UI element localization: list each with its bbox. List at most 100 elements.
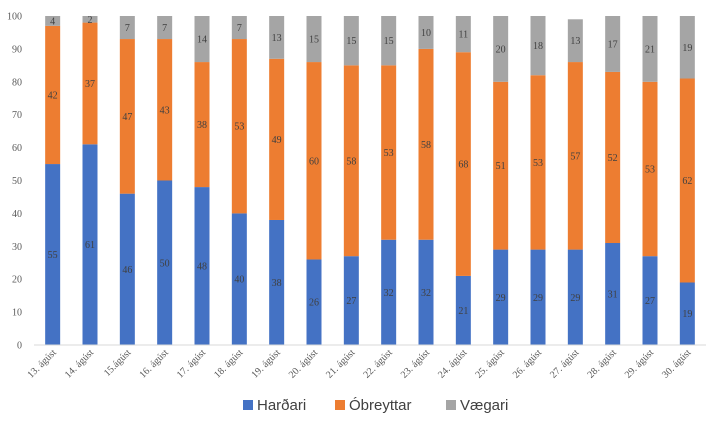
bar-segment-vaegari — [119, 16, 135, 40]
bar-segment-hardari — [119, 193, 135, 345]
x-category-label: 19. ágúst — [249, 347, 282, 380]
bar-segment-obreyttar — [679, 78, 695, 283]
y-tick-label: 40 — [12, 209, 22, 220]
bar-segment-vaegari — [157, 16, 173, 40]
data-label: 27 — [346, 296, 356, 307]
bar-segment-vaegari — [231, 16, 247, 40]
bar-segment-obreyttar — [455, 52, 471, 276]
bar-segment-hardari — [306, 259, 322, 345]
bar-segment-obreyttar — [119, 39, 135, 194]
bar-segment-obreyttar — [642, 81, 658, 257]
data-label: 62 — [682, 176, 692, 187]
bar-segment-hardari — [679, 282, 695, 345]
data-label: 29 — [570, 293, 580, 304]
bar-segment-obreyttar — [418, 48, 434, 240]
data-label: 58 — [421, 140, 431, 151]
bar-segment-vaegari — [269, 16, 285, 59]
data-label: 15 — [346, 36, 356, 47]
bar-segment-vaegari — [418, 16, 434, 49]
data-label: 48 — [197, 262, 207, 273]
y-tick-label: 100 — [7, 12, 22, 23]
data-label: 29 — [496, 293, 506, 304]
data-label: 13 — [570, 36, 580, 47]
data-label: 68 — [458, 160, 468, 171]
x-category-label: 27. ágúst — [548, 347, 581, 380]
data-label: 58 — [346, 156, 356, 167]
legend-label: Óbreyttar — [349, 397, 412, 414]
bar-segment-hardari — [605, 243, 621, 345]
data-label: 49 — [272, 135, 282, 146]
x-category-label: 20. ágúst — [287, 347, 320, 380]
bar-segment-vaegari — [306, 16, 322, 63]
x-category-label: 30. ágúst — [660, 347, 693, 380]
bar-segment-vaegari — [45, 16, 61, 26]
y-tick-label: 0 — [17, 341, 22, 352]
bar-segment-obreyttar — [493, 81, 509, 250]
data-label: 52 — [608, 153, 618, 164]
bar-segment-obreyttar — [381, 65, 397, 240]
data-label: 53 — [645, 164, 655, 175]
x-category-label: 17. ágúst — [175, 347, 208, 380]
bar-segment-hardari — [231, 213, 247, 345]
x-category-label: 22. ágúst — [361, 347, 394, 380]
data-label: 43 — [160, 105, 170, 116]
legend-swatch — [335, 400, 345, 410]
data-label: 21 — [458, 306, 468, 317]
data-label: 7 — [162, 23, 167, 34]
bar-segment-vaegari — [82, 16, 98, 23]
x-category-label: 15.ágúst — [102, 347, 134, 379]
bar-segment-vaegari — [679, 16, 695, 79]
data-label: 15 — [384, 36, 394, 47]
data-label: 53 — [384, 148, 394, 159]
bar-segment-vaegari — [381, 16, 397, 66]
x-category-label: 24. ágúst — [436, 347, 469, 380]
data-label: 13 — [272, 33, 282, 44]
data-label: 38 — [197, 120, 207, 131]
y-tick-label: 50 — [12, 176, 22, 187]
bar-segment-hardari — [530, 249, 546, 345]
x-category-label: 16. ágúst — [137, 347, 170, 380]
legend: Harðari Óbreyttar Vægari — [243, 397, 508, 414]
x-category-label: 25. ágúst — [473, 347, 506, 380]
legend-swatch — [243, 400, 253, 410]
bar-segment-hardari — [82, 144, 98, 345]
data-label: 17 — [608, 39, 618, 50]
data-label: 27 — [645, 296, 655, 307]
bar-segment-obreyttar — [605, 71, 621, 244]
legend-label: Vægari — [460, 397, 508, 414]
data-label: 4 — [50, 16, 55, 27]
bar-segment-hardari — [567, 249, 583, 345]
bar-segment-vaegari — [567, 19, 583, 63]
x-category-label: 13. ágúst — [25, 347, 58, 380]
bar-segment-hardari — [455, 275, 471, 345]
bar-segment-vaegari — [343, 16, 359, 66]
x-category-label: 14. ágúst — [63, 347, 96, 380]
data-label: 61 — [85, 240, 95, 251]
bar-segment-obreyttar — [82, 22, 98, 145]
bar-segment-obreyttar — [567, 62, 583, 250]
data-label: 51 — [496, 161, 506, 172]
bar-segment-obreyttar — [530, 75, 546, 250]
data-label: 29 — [533, 293, 543, 304]
y-tick-label: 20 — [12, 275, 22, 286]
data-label: 11 — [459, 30, 469, 41]
data-label: 20 — [496, 44, 506, 55]
data-label: 32 — [421, 288, 431, 299]
x-axis: 13. ágúst 14. ágúst 15.ágúst 16. ágúst 17. á… — [25, 344, 706, 381]
bar-segment-hardari — [45, 164, 61, 345]
data-label: 53 — [234, 122, 244, 133]
bar-segment-obreyttar — [231, 39, 247, 214]
x-category-label: 28. ágúst — [585, 347, 618, 380]
data-label: 57 — [570, 151, 580, 162]
data-label: 40 — [234, 275, 244, 286]
data-label: 31 — [608, 290, 618, 301]
data-label: 7 — [237, 23, 242, 34]
y-tick-label: 30 — [12, 242, 22, 253]
x-category-label: 23. ágúst — [399, 347, 432, 380]
data-label: 26 — [309, 298, 319, 309]
legend-swatch — [446, 400, 456, 410]
bar-segment-obreyttar — [343, 65, 359, 257]
x-category-label: 21. ágúst — [324, 347, 357, 380]
data-label: 10 — [421, 28, 431, 39]
